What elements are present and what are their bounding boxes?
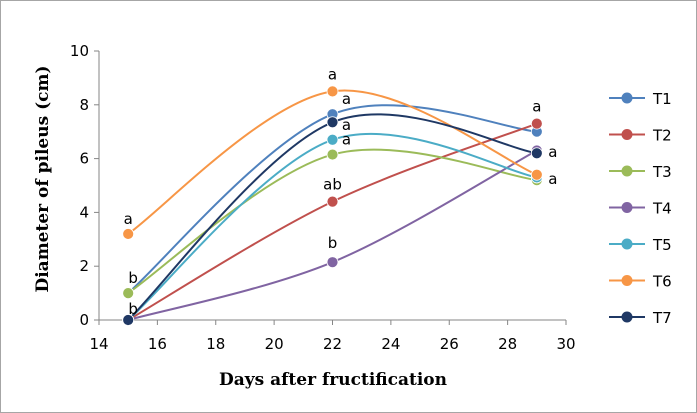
legend-label-t3: T3	[652, 163, 672, 181]
y-tick-label: 2	[79, 257, 89, 275]
data-point-t7	[326, 116, 339, 129]
x-tick-label: 20	[265, 335, 284, 353]
legend-label-t7: T7	[652, 309, 672, 327]
data-point-t7	[530, 147, 543, 160]
data-point-t2	[326, 195, 339, 208]
y-tick-label: 6	[79, 150, 89, 168]
significance-label: a	[342, 116, 351, 134]
significance-label: a	[342, 131, 351, 149]
x-tick-label: 24	[381, 335, 400, 353]
significance-label: a	[342, 90, 351, 108]
data-point-t2	[530, 117, 543, 130]
x-tick-label: 16	[148, 335, 167, 353]
data-point-t4	[326, 256, 339, 269]
legend-label-t5: T5	[652, 236, 672, 254]
x-tick-label: 18	[206, 335, 225, 353]
data-point-t6	[530, 168, 543, 181]
x-tick-label: 28	[498, 335, 517, 353]
significance-label: a	[124, 210, 133, 228]
x-tick-label: 30	[556, 335, 575, 353]
data-point-t5	[326, 133, 339, 146]
significance-label: a	[532, 98, 541, 116]
legend-label-t4: T4	[652, 200, 672, 218]
x-tick-label: 14	[89, 335, 108, 353]
significance-label: ab	[323, 176, 342, 194]
legend-marker	[621, 92, 633, 104]
significance-label: a	[328, 65, 337, 83]
legend-label-t6: T6	[652, 273, 672, 291]
x-tick-label: 26	[440, 335, 459, 353]
data-point-t7	[122, 314, 135, 326]
legend-marker	[621, 202, 633, 213]
legend-label-t1: T1	[652, 90, 672, 108]
y-tick-label: 4	[79, 203, 89, 221]
significance-label: a	[548, 143, 557, 161]
x-tick-label: 22	[323, 335, 342, 353]
legend-marker	[621, 129, 633, 140]
data-point-t6	[122, 228, 135, 240]
significance-label: b	[128, 269, 138, 287]
series-line-t5	[127, 132, 537, 321]
y-tick-label: 0	[79, 311, 89, 329]
y-tick-label: 10	[70, 42, 89, 60]
legend: T1 T2 T3 T4 T5 T6 T7	[609, 90, 672, 327]
legend-label-t2: T2	[652, 127, 672, 145]
data-point-t3	[122, 287, 135, 300]
significance-label: b	[128, 300, 138, 318]
series-line-t7	[127, 113, 537, 321]
series-line-t3	[127, 148, 537, 294]
y-tick-label: 8	[79, 96, 89, 114]
data-point-t6	[326, 85, 339, 98]
x-axis-title: Days after fructification	[219, 370, 447, 390]
legend-marker	[621, 275, 633, 286]
y-axis-title: Diameter of pileus (cm)	[33, 65, 53, 292]
legend-marker	[621, 238, 633, 250]
data-point-t3	[326, 148, 339, 161]
legend-marker	[621, 165, 633, 177]
legend-marker	[621, 311, 633, 323]
series-points	[122, 85, 543, 326]
significance-label: a	[548, 170, 557, 188]
significance-label: b	[328, 234, 338, 252]
